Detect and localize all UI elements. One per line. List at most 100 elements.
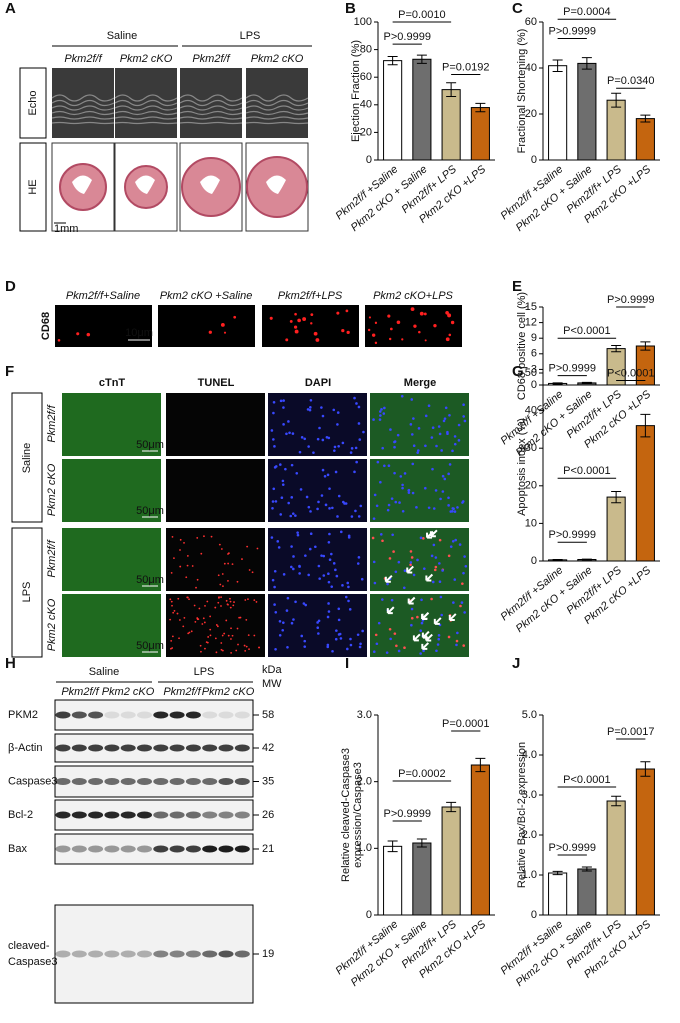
speck [357,556,361,559]
band [71,711,87,719]
band [202,811,218,819]
arrow [407,596,416,605]
speck [280,496,284,500]
speck [322,554,326,558]
bar [635,768,655,916]
speck [243,644,246,647]
panel-letter: I [345,655,349,672]
speck [318,426,321,430]
speck [196,578,199,581]
error-bar [640,341,651,351]
speck [334,637,338,641]
speck [295,472,299,475]
fluor-image [62,459,161,522]
fluor-image [268,459,367,522]
band [88,778,104,785]
speck [379,533,383,536]
speck [246,545,249,548]
speck [178,637,180,640]
speck [371,536,375,540]
speck [196,537,199,539]
speck [453,510,457,513]
speck [381,598,384,601]
speck [437,637,441,641]
speck [271,506,274,510]
speck [170,600,173,603]
band [55,711,71,719]
speck [204,604,206,607]
group-label: Saline [107,30,138,42]
speck [273,603,276,606]
speck [407,489,410,492]
speck [462,403,465,406]
speck [443,477,447,481]
speck [314,545,317,549]
band [71,950,87,958]
band [234,950,250,958]
speck [195,586,197,589]
speck [339,530,343,534]
speck [333,445,337,449]
speck [217,574,220,577]
speck [316,507,319,511]
y-tick-label: 60 [360,71,372,83]
bar [412,58,432,161]
speck [291,432,295,435]
speck [309,406,312,409]
column-label: Pkm2f/f+Saline [66,290,140,302]
column-label: Pkm2 cKO [202,686,255,698]
column-label: Merge [404,377,436,389]
speck [316,437,320,441]
speck [220,648,223,651]
bar [412,842,432,916]
speck [373,581,377,585]
speck [335,629,338,632]
y-tick-label: 40 [360,99,372,111]
speck [193,604,196,607]
speck [276,540,280,543]
speck [394,570,398,574]
speck [255,601,258,603]
speck [401,509,405,513]
speck [326,643,330,647]
speck [177,597,180,600]
speck [307,445,310,448]
speck [439,595,443,599]
speck [287,501,290,505]
speck [221,634,224,637]
speck [248,648,250,651]
fluor-image [166,528,265,591]
speck [448,413,451,417]
speck [294,312,297,316]
speck [401,338,404,341]
speck [176,612,179,615]
speck [381,539,384,543]
band [185,950,201,958]
echo-trace [51,121,115,125]
band-label: PKM2 [8,709,38,721]
speck [338,632,342,636]
speck [302,317,307,321]
band [120,845,136,853]
band [104,778,120,785]
speck [171,647,174,649]
error-bar [581,866,592,872]
speck [420,598,423,602]
speck [317,500,320,504]
speck [170,639,173,642]
echo-trace [51,99,115,107]
speck [463,419,467,423]
echo-trace [114,116,178,120]
speck [326,645,330,649]
band [55,811,71,819]
speck [270,429,274,432]
y-tick-label: 1.0 [357,842,372,854]
speck [208,330,212,334]
speck [462,415,465,418]
speck [390,497,394,500]
speck [447,472,450,476]
speck [459,604,462,608]
speck [179,538,182,541]
speck [374,633,378,637]
speck [286,645,289,649]
